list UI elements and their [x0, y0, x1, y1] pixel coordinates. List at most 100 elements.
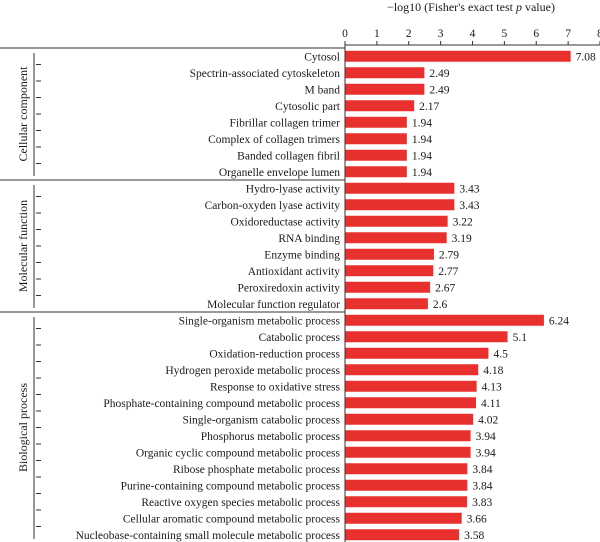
- category-label: Catabolic process: [259, 332, 341, 344]
- category-label: Organelle envelope lumen: [219, 167, 340, 179]
- category-label: Response to oxidative stress: [210, 381, 341, 393]
- category-label: Hydrogen peroxide metabolic process: [165, 365, 340, 377]
- category-label: RNA binding: [278, 233, 340, 245]
- bar: [345, 67, 425, 79]
- value-label: 2.67: [435, 282, 455, 294]
- bar: [345, 281, 431, 293]
- bar: [345, 83, 425, 95]
- title-part-1: −log10 (Fisher's exact test: [387, 0, 516, 14]
- category-label: M band: [305, 84, 341, 96]
- chart-title: −log10 (Fisher's exact test p value): [387, 0, 555, 14]
- category-label: Phosphate-containing compound metabolic …: [103, 398, 340, 410]
- value-label: 3.19: [452, 233, 472, 245]
- bar: [345, 100, 415, 112]
- value-label: 5.1: [513, 332, 528, 344]
- bar: [345, 215, 448, 227]
- group-label: Molecular function: [16, 200, 30, 292]
- value-label: 1.94: [412, 117, 432, 129]
- value-label: 4.18: [483, 365, 503, 377]
- category-label: Complex of collagen trimers: [208, 134, 340, 146]
- bar: [345, 479, 468, 491]
- category-label: Hydro-lyase activity: [246, 183, 340, 195]
- category-label: Cytosol: [304, 51, 340, 63]
- category-label: Spectrin-associated cytoskeleton: [190, 68, 341, 80]
- bar: [345, 413, 474, 425]
- bar: [345, 364, 479, 376]
- bar: [345, 265, 434, 277]
- value-label: 4.13: [482, 381, 502, 393]
- value-labels: 7.08 2.49 2.49 2.17 1.94 1.94 1.94 1.94 3.43 3.43…: [412, 51, 596, 542]
- value-label: 2.17: [419, 101, 439, 113]
- category-label: Fibrillar collagen trimer: [230, 117, 341, 129]
- bar: [345, 182, 455, 194]
- category-label: Oxidation-reduction process: [209, 348, 340, 360]
- value-label: 3.84: [472, 464, 492, 476]
- value-label: 1.94: [412, 150, 432, 162]
- category-label: Reactive oxygen species metabolic proces…: [141, 497, 340, 509]
- category-label: Banded collagen fibril: [237, 150, 340, 162]
- category-label: Ribose phosphate metabolic process: [173, 464, 341, 476]
- value-label: 4.11: [481, 398, 501, 410]
- value-label: 3.83: [472, 497, 492, 509]
- category-label: Phosphorus metabolic process: [201, 431, 341, 443]
- bar: [345, 446, 471, 458]
- value-label: 3.22: [453, 216, 473, 228]
- value-label: 1.94: [412, 167, 432, 179]
- category-label: Enzyme binding: [264, 249, 340, 261]
- value-label: 3.84: [472, 480, 492, 492]
- x-tick-label: 8: [597, 28, 600, 40]
- value-label: 1.94: [412, 134, 432, 146]
- value-label: 3.94: [476, 447, 496, 459]
- bar: [345, 529, 460, 541]
- bar: [345, 347, 489, 359]
- bar: [345, 430, 471, 442]
- category-label: Single-organism catabolic process: [182, 414, 340, 426]
- value-label: 2.77: [438, 266, 458, 278]
- bar: [345, 314, 544, 326]
- value-label: 7.08: [576, 51, 596, 63]
- category-label: Antioxidant activity: [248, 266, 341, 278]
- value-label: 6.24: [549, 315, 569, 327]
- bar: [345, 298, 428, 310]
- title-part-3: value): [522, 0, 555, 14]
- category-labels: Cytosol Spectrin-associated cytoskeleton M…: [76, 51, 341, 542]
- x-tick-label: 6: [533, 28, 539, 40]
- bars: [345, 50, 571, 541]
- bar: [345, 463, 468, 475]
- value-label: 2.6: [433, 299, 448, 311]
- bar: [345, 331, 508, 343]
- x-tick-label: 1: [374, 28, 380, 40]
- category-label: Single-organism metabolic process: [179, 315, 341, 327]
- x-tick-label: 7: [565, 28, 571, 40]
- title-p-italic: p: [515, 0, 522, 14]
- group-label: Biological process: [16, 383, 30, 472]
- x-tick-label: 0: [342, 28, 348, 40]
- bar: [345, 166, 407, 178]
- bar: [345, 397, 477, 409]
- value-label: 4.02: [478, 414, 498, 426]
- x-tick-label: 2: [406, 28, 412, 40]
- value-label: 2.49: [429, 84, 449, 96]
- group-label: Cellular component: [16, 66, 30, 162]
- bar: [345, 496, 468, 508]
- value-label: 3.43: [459, 200, 479, 212]
- bar: [345, 512, 462, 524]
- value-label: 3.58: [464, 530, 484, 542]
- x-axis: 0 1 2 3 4 5 6 7 8: [342, 28, 600, 542]
- bar: [345, 149, 407, 161]
- group-brackets: Cellular component Molecular function Biol…: [0, 47, 345, 539]
- value-label: 3.66: [467, 513, 487, 525]
- x-tick-label: 5: [502, 28, 508, 40]
- x-tick-label: 4: [470, 28, 476, 40]
- value-label: 2.79: [439, 249, 459, 261]
- value-label: 2.49: [429, 68, 449, 80]
- category-label: Cellular aromatic compound metabolic pro…: [123, 513, 341, 525]
- bar: [345, 116, 407, 128]
- x-tick-label: 3: [438, 28, 444, 40]
- bar: [345, 380, 477, 392]
- category-label: Peroxiredoxin activity: [237, 282, 340, 294]
- category-label: Organic cyclic compound metabolic proces…: [136, 447, 341, 459]
- bar: [345, 248, 434, 260]
- value-label: 4.5: [493, 348, 508, 360]
